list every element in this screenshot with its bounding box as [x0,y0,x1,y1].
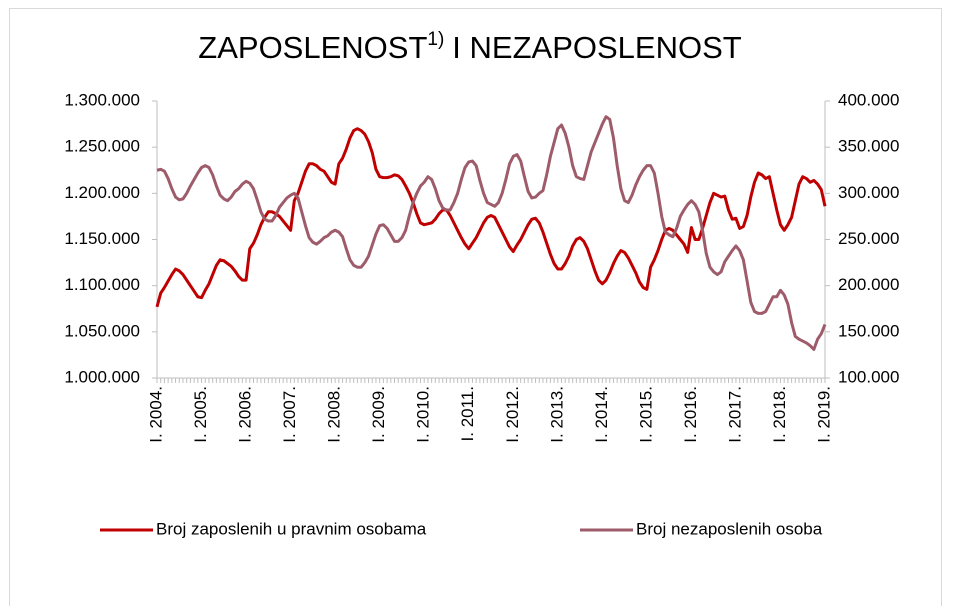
chart-frame [9,8,942,606]
x-tick-label: I. 2009. [369,386,388,443]
x-tick-label: I. 2010. [414,386,433,443]
x-tick-label: I. 2011. [458,386,477,441]
x-tick-label: I. 2012. [503,386,522,443]
legend-label: Broj zaposlenih u pravnim osobama [156,519,427,538]
x-tick-label: I. 2006. [236,386,255,443]
x-tick-label: I. 2005. [191,386,210,443]
y-tick-label: 1.200.000 [64,183,140,202]
title-main: ZAPOSLENOST [198,30,427,65]
x-tick-label: I. 2004. [146,386,165,443]
y-tick-label: 1.100.000 [64,275,140,294]
x-tick-label: I. 2015. [636,386,655,443]
x-tick-label: I. 2018. [770,386,789,443]
x-tick-label: I. 2013. [547,386,566,443]
x-tick-label: I. 2007. [280,386,299,443]
x-tick-label: I. 2008. [325,386,344,443]
title-superscript: 1) [427,29,444,50]
y-tick-label: 1.000.000 [64,367,140,386]
chart-title: ZAPOSLENOST1) I NEZAPOSLENOST [198,29,741,65]
y2-tick-label: 150.000 [838,321,899,340]
y2-tick-label: 400.000 [838,90,899,109]
y2-tick-label: 100.000 [838,367,899,386]
y-tick-label: 1.300.000 [64,90,140,109]
y-tick-label: 1.150.000 [64,229,140,248]
title-end: I NEZAPOSLENOST [452,30,741,65]
y2-tick-label: 200.000 [838,275,899,294]
y2-tick-label: 250.000 [838,229,899,248]
legend-label: Broj nezaposlenih osoba [636,519,823,538]
series-line [155,127,827,308]
y2-tick-label: 300.000 [838,183,899,202]
x-tick-label: I. 2019. [814,386,833,443]
x-tick-label: I. 2016. [681,386,700,443]
x-tick-label: I. 2014. [592,386,611,443]
y-tick-label: 1.050.000 [64,321,140,340]
y-tick-label: 1.250.000 [64,137,140,156]
x-tick-label: I. 2017. [725,386,744,443]
series-line [156,115,827,351]
y2-tick-label: 350.000 [838,137,899,156]
